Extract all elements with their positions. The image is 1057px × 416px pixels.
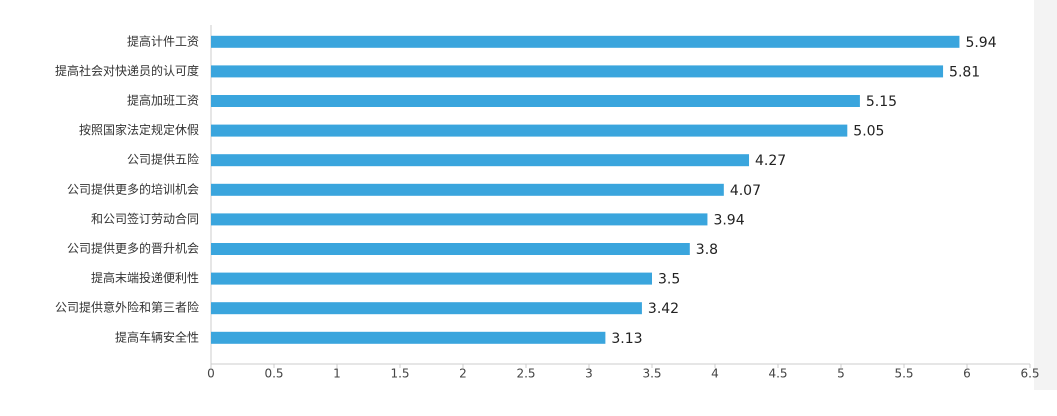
bar bbox=[211, 302, 642, 315]
y-tick-label: 公司提供意外险和第三者险 bbox=[55, 300, 199, 315]
value-label: 3.94 bbox=[713, 212, 744, 228]
y-tick-label: 按照国家法定规定休假 bbox=[79, 122, 199, 137]
x-tick-label: 0.5 bbox=[264, 367, 283, 381]
y-tick-label: 提高车辆安全性 bbox=[115, 329, 199, 344]
x-tick-label: 2 bbox=[459, 367, 467, 381]
value-label: 5.05 bbox=[853, 124, 884, 140]
bar bbox=[211, 154, 750, 167]
x-tick-label: 4 bbox=[711, 367, 719, 381]
bar bbox=[211, 95, 860, 107]
x-tick-label: 1.5 bbox=[390, 367, 409, 381]
value-label: 4.27 bbox=[755, 153, 786, 169]
x-tick-label: 2.5 bbox=[516, 367, 535, 381]
y-tick-label: 公司提供更多的晋升机会 bbox=[67, 241, 199, 256]
x-tick-label: 6.5 bbox=[1020, 367, 1039, 381]
y-tick-label: 提高加班工资 bbox=[127, 93, 199, 108]
value-label: 5.94 bbox=[965, 35, 996, 51]
y-tick-label: 公司提供五险 bbox=[127, 152, 199, 167]
x-tick-label: 5.5 bbox=[894, 367, 913, 381]
bar bbox=[211, 213, 708, 226]
bar bbox=[211, 272, 652, 285]
x-tick-label: 3 bbox=[585, 367, 593, 381]
y-tick-label: 提高社会对快递员的认可度 bbox=[55, 63, 199, 78]
value-label: 5.15 bbox=[866, 94, 897, 110]
bar bbox=[211, 65, 944, 78]
x-tick-label: 1 bbox=[333, 367, 341, 381]
x-tick-label: 5 bbox=[837, 367, 845, 381]
bar bbox=[211, 243, 690, 255]
x-tick-label: 6 bbox=[963, 367, 971, 381]
y-tick-label: 和公司签订劳动合同 bbox=[91, 211, 199, 226]
bar bbox=[211, 183, 724, 196]
bar bbox=[211, 331, 606, 344]
y-tick-label: 提高末端投递便利性 bbox=[91, 270, 199, 285]
x-tick-label: 3.5 bbox=[642, 367, 661, 381]
value-label: 3.42 bbox=[648, 301, 679, 317]
bar bbox=[211, 35, 960, 48]
bar bbox=[211, 124, 848, 137]
value-label: 3.8 bbox=[696, 242, 718, 258]
value-label: 3.13 bbox=[611, 331, 642, 347]
x-tick-label: 4.5 bbox=[768, 367, 787, 381]
value-label: 3.5 bbox=[658, 272, 680, 288]
value-label: 5.81 bbox=[949, 64, 980, 80]
scroll-track bbox=[1034, 0, 1057, 390]
y-tick-label: 提高计件工资 bbox=[127, 33, 199, 48]
value-label: 4.07 bbox=[730, 183, 761, 199]
y-tick-label: 公司提供更多的培训机会 bbox=[67, 181, 199, 196]
x-tick-label: 0 bbox=[207, 367, 215, 381]
